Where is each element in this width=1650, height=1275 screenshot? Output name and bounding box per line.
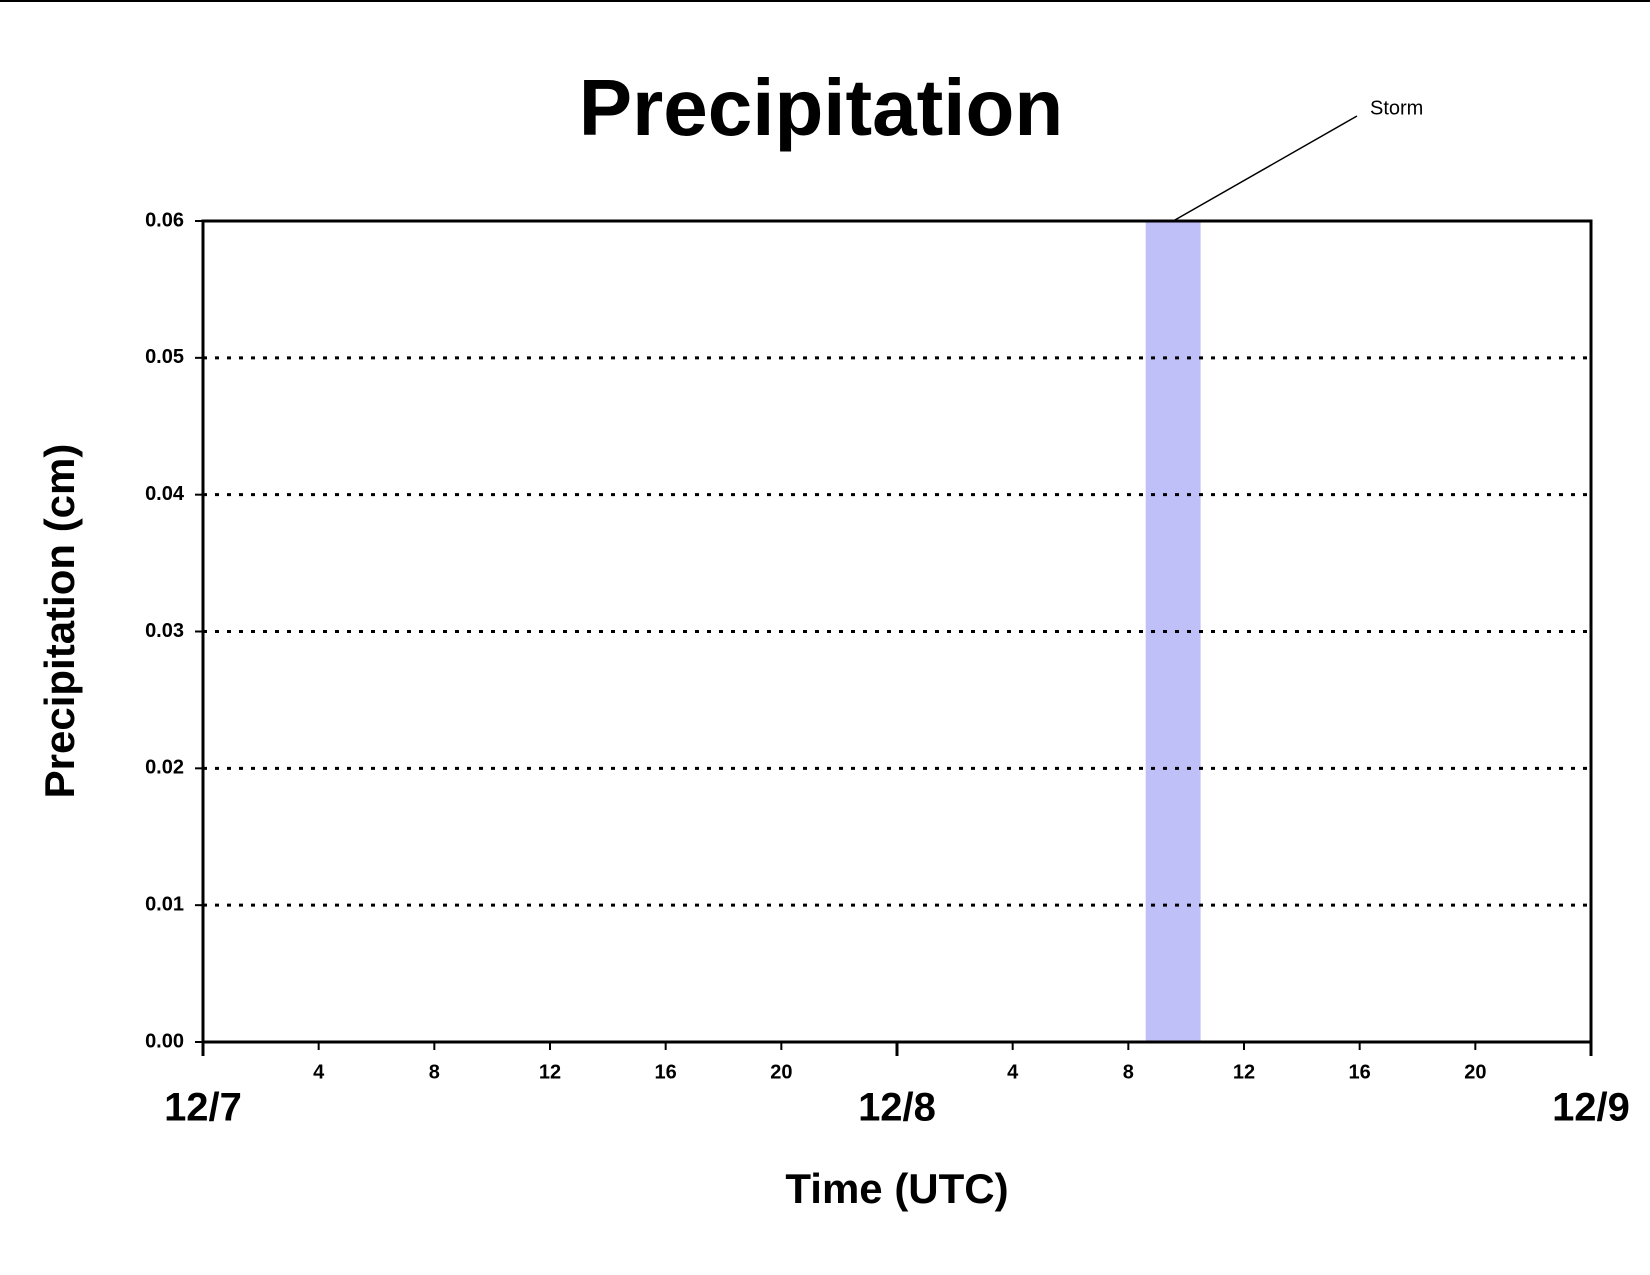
x-tick-label: 12 [539, 1061, 561, 1083]
y-tick-label: 0.04 [145, 483, 185, 505]
y-tick-label: 0.03 [145, 620, 184, 642]
x-major-tick-label: 12/7 [164, 1086, 242, 1130]
x-tick-label: 20 [1464, 1061, 1486, 1083]
x-tick-label: 16 [655, 1061, 677, 1083]
x-tick-label: 16 [1349, 1061, 1371, 1083]
y-axis-title: Precipitation (cm) [36, 444, 83, 799]
y-tick-label: 0.05 [145, 346, 184, 368]
y-tick-label: 0.06 [145, 209, 184, 231]
x-tick-label: 8 [1123, 1061, 1134, 1083]
x-tick-label: 4 [1007, 1061, 1019, 1083]
x-major-tick-label: 12/9 [1552, 1086, 1630, 1130]
x-tick-label: 8 [429, 1061, 440, 1083]
plot-frame [201, 219, 1593, 1044]
y-tick-label: 0.02 [145, 757, 184, 779]
annotation-leader [1172, 115, 1358, 222]
x-tick-label: 4 [313, 1061, 325, 1083]
y-tick-label: 0.01 [145, 893, 184, 915]
chart-title: Precipitation [579, 63, 1064, 152]
x-tick-label: 20 [770, 1061, 792, 1083]
x-major-tick-label: 12/8 [858, 1086, 936, 1130]
annotation: Storm [1370, 97, 1423, 119]
x-tick-label: 12 [1233, 1061, 1255, 1083]
x-axis-title: Time (UTC) [785, 1165, 1008, 1212]
y-tick-label: 0.00 [145, 1030, 184, 1052]
